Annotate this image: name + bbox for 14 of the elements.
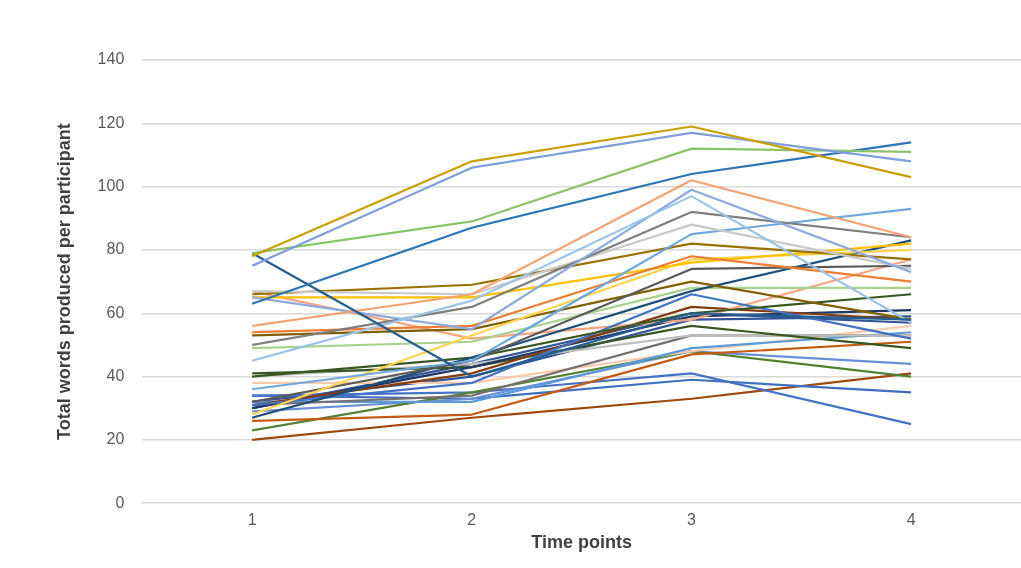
x-tick-label: 2 [467, 511, 477, 529]
y-tick-label: 60 [106, 303, 125, 321]
y-tick-label: 20 [106, 430, 125, 448]
y-tick-label: 80 [106, 240, 125, 258]
y-tick-label: 120 [97, 113, 125, 131]
x-tick-label: 1 [247, 511, 257, 529]
x-tick-label: 3 [687, 511, 697, 529]
y-tick-label: 40 [106, 366, 125, 384]
y-tick-label: 100 [97, 177, 125, 195]
y-tick-label: 140 [97, 50, 125, 68]
x-tick-label: 4 [906, 511, 916, 529]
y-tick-label: 0 [115, 493, 125, 511]
y-axis-title: Total words produced per participant [53, 123, 74, 440]
x-axis-title: Time points [531, 532, 632, 553]
